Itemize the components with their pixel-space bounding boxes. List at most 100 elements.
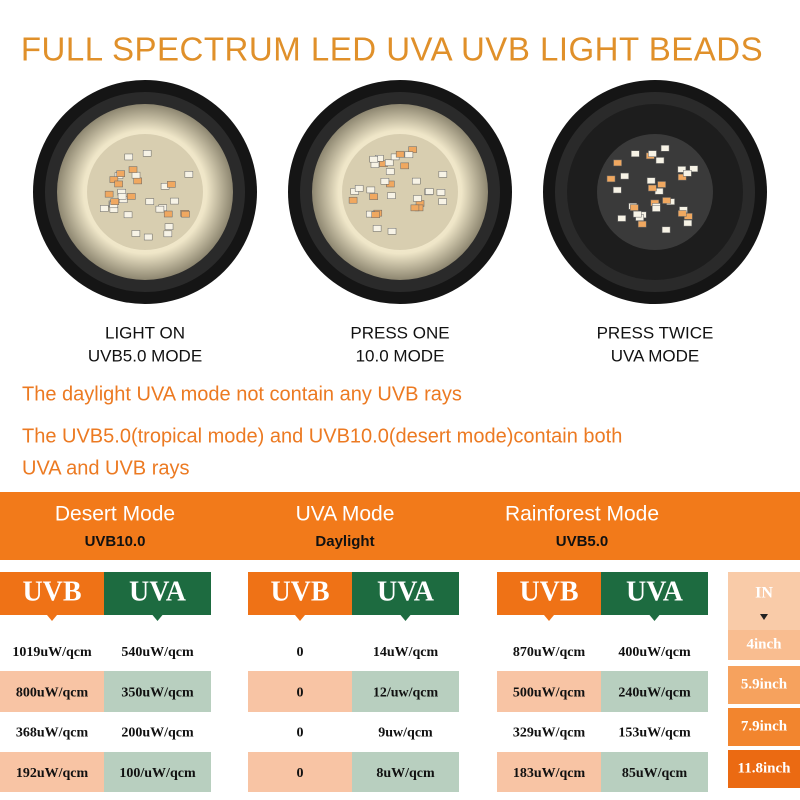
uva-label: UVA [626, 576, 684, 607]
uvb-value: 192uW/qcm [16, 766, 89, 781]
uvb-value: 1019uW/qcm [12, 645, 92, 660]
led-bead [412, 177, 421, 185]
led-bead [145, 198, 155, 205]
led-bead [387, 227, 397, 235]
led-bead [380, 178, 390, 185]
led-bead [116, 170, 125, 177]
led-bead [436, 189, 446, 196]
led-bead [100, 205, 109, 212]
lights: LIGHT ON UVB5.0 MODE PRESS ONE 10.0 MODE PRE… [33, 80, 767, 365]
led-bead [131, 230, 141, 237]
uva-value: 9uw/qcm [378, 726, 433, 741]
distance-cell [728, 630, 800, 660]
notes: The daylight UVA mode not contain any UV… [22, 383, 622, 479]
uvb-value: 500uW/qcm [513, 686, 586, 701]
led-bead [410, 204, 420, 212]
led-bead [395, 150, 405, 158]
tables: Desert Mode UVB10.0 UVB UVA 1019uW/qcm 540uW/… [0, 503, 708, 792]
title: FULL SPECTRUM LED UVA UVB LIGHT BEADS [21, 31, 763, 68]
distance-value: 4inch [746, 636, 782, 652]
led-bead [387, 192, 396, 199]
led-bead [155, 205, 165, 213]
distance-cell [728, 666, 800, 704]
led-bead [662, 197, 671, 204]
distance-cell [728, 750, 800, 788]
uvb-value: 0 [297, 645, 304, 660]
distance-value: 5.9inch [741, 676, 788, 692]
led-bead [677, 173, 687, 181]
led-bead [655, 157, 665, 164]
led-bead [170, 197, 179, 205]
uva-value: 14uW/qcm [373, 645, 439, 660]
led-bead [404, 151, 414, 159]
header-notch [295, 615, 305, 621]
lamp-board [87, 134, 203, 250]
uvb-value: 183uW/qcm [513, 766, 586, 781]
distance-arrow [760, 614, 768, 620]
uvb-header [0, 572, 104, 615]
uva-value: 8uW/qcm [376, 766, 435, 781]
uva-value: 153uW/qcm [618, 726, 691, 741]
led-bead [661, 226, 671, 234]
led-bead [683, 219, 693, 227]
uvb-value: 870uW/qcm [513, 645, 586, 660]
uvb-cell [0, 671, 104, 712]
uva-cell [601, 752, 708, 792]
note: The UVB5.0(tropical mode) and UVB10.0(de… [22, 425, 622, 447]
uva-value: 350uW/qcm [121, 686, 194, 701]
lamp-label: 10.0 MODE [356, 346, 445, 365]
uva-label: UVA [129, 576, 187, 607]
led-bead [104, 190, 114, 198]
led-bead [438, 171, 448, 178]
led-bead [438, 198, 447, 205]
led-bead [348, 196, 358, 204]
header-notch [152, 615, 163, 621]
led-bead [400, 162, 409, 170]
uva-header [601, 572, 708, 615]
led-bead [617, 215, 627, 222]
mode-name: UVA Mode [296, 503, 395, 526]
led-bead [633, 210, 642, 218]
led-bead [114, 180, 123, 188]
uvb-header [497, 572, 601, 615]
lamp-label: UVA MODE [611, 346, 699, 365]
mode-name: Rainforest Mode [505, 503, 659, 526]
led-bead [657, 181, 666, 188]
uvb-value: 368uW/qcm [16, 726, 89, 741]
uva-value: 400uW/qcm [618, 645, 691, 660]
lamp-label: PRESS ONE [350, 323, 449, 342]
mode-banner [0, 492, 800, 560]
distance-value: 11.8inch [738, 760, 792, 776]
led-bead [366, 186, 376, 194]
led-bead [164, 223, 174, 230]
note: The daylight UVA mode not contain any UV… [22, 383, 462, 405]
led-bead [631, 150, 640, 157]
note: UVA and UVB rays [22, 457, 189, 479]
led-bead [163, 230, 173, 238]
led-bead [652, 205, 661, 212]
uvb-header [248, 572, 352, 615]
led-bead [369, 155, 379, 163]
uvb-cell [248, 671, 352, 712]
header-notch [544, 615, 554, 621]
uvb-value: 329uW/qcm [513, 726, 586, 741]
led-bead [369, 193, 378, 200]
led-bead [613, 186, 622, 194]
uva-cell [352, 671, 459, 712]
mode-sub: UVB10.0 [85, 533, 146, 550]
uva-label: UVA [377, 576, 435, 607]
led-bead [646, 177, 656, 184]
led-bead [371, 211, 380, 218]
uvb-value: 800uW/qcm [16, 686, 89, 701]
uvb-label: UVB [22, 576, 81, 607]
led-bead [124, 153, 134, 161]
led-bead [167, 181, 176, 188]
led-bead [425, 188, 434, 195]
led-bead [630, 204, 639, 211]
led-bead [123, 211, 133, 219]
mode-sub: UVB5.0 [556, 533, 609, 550]
uva-value: 85uW/qcm [622, 766, 688, 781]
uva-cell [104, 752, 211, 792]
uva-value: 540uW/qcm [121, 645, 194, 660]
